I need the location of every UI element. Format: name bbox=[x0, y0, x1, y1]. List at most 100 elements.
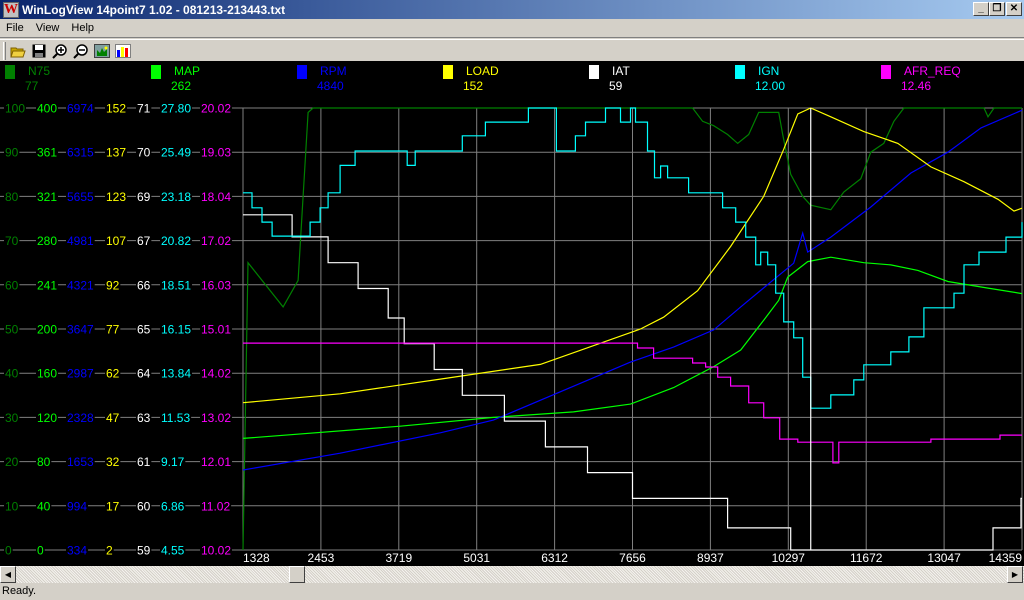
y-tick-label-map: 321 bbox=[37, 190, 57, 204]
axis-label-bg bbox=[160, 366, 193, 381]
menu-view[interactable]: View bbox=[35, 22, 60, 34]
axis-label-bg bbox=[200, 277, 233, 292]
restore-button[interactable]: ❐ bbox=[989, 2, 1005, 16]
open-button[interactable] bbox=[8, 42, 27, 60]
scroll-right-button[interactable]: ▶ bbox=[1007, 566, 1023, 583]
y-tick-label-map: 361 bbox=[37, 146, 57, 160]
legend-label: MAP bbox=[174, 64, 201, 78]
save-button[interactable] bbox=[29, 42, 48, 60]
scroll-left-button[interactable]: ◀ bbox=[0, 566, 16, 583]
y-tick-label-rpm: 4321 bbox=[67, 278, 94, 292]
close-button[interactable]: ✕ bbox=[1006, 2, 1022, 16]
x-tick-label: 3719 bbox=[385, 551, 412, 565]
axis-label-bg bbox=[66, 498, 89, 513]
axis-label-bg bbox=[36, 498, 52, 513]
y-tick-label-load: 32 bbox=[106, 455, 120, 469]
legend-item-iat[interactable]: IAT 59 bbox=[589, 63, 735, 97]
y-tick-label-iat: 61 bbox=[137, 455, 151, 469]
axis-label-bg bbox=[160, 189, 193, 204]
menu-help[interactable]: Help bbox=[71, 22, 95, 34]
menu-bar: File View Help bbox=[0, 19, 1024, 38]
y-tick-label-afr_req: 19.03 bbox=[201, 146, 231, 160]
axis-label-bg bbox=[200, 366, 233, 381]
legend-item-map[interactable]: MAP 262 bbox=[151, 63, 297, 97]
y-tick-label-afr_req: 10.02 bbox=[201, 544, 231, 558]
axis-label-bg bbox=[160, 498, 186, 513]
y-tick-label-iat: 70 bbox=[137, 146, 151, 160]
axis-label-bg bbox=[66, 145, 95, 160]
y-tick-label-iat: 64 bbox=[137, 367, 151, 381]
y-tick-label-ign: 13.84 bbox=[161, 367, 191, 381]
legend-item-rpm[interactable]: RPM 4840 bbox=[297, 63, 443, 97]
y-tick-label-rpm: 4981 bbox=[67, 234, 94, 248]
axis-label-bg bbox=[105, 277, 121, 292]
legend-label: LOAD bbox=[466, 64, 499, 78]
menu-file[interactable]: File bbox=[6, 22, 24, 34]
axis-label-bg bbox=[36, 189, 59, 204]
x-tick-label: 5031 bbox=[463, 551, 490, 565]
legend-item-n75[interactable]: N75 77 bbox=[5, 63, 151, 97]
axis-label-bg bbox=[136, 454, 152, 469]
y-tick-label-n75: 40 bbox=[5, 367, 19, 381]
axis-label-bg bbox=[136, 322, 152, 336]
axis-label-bg bbox=[160, 233, 193, 248]
series-line-n75 bbox=[242, 107, 1022, 551]
y-tick-label-iat: 63 bbox=[137, 411, 151, 425]
legend-item-ign[interactable]: IGN 12.00 bbox=[735, 63, 881, 97]
zoom-in-button[interactable] bbox=[50, 42, 69, 60]
legend-item-afr_req[interactable]: AFR_REQ 12.46 bbox=[881, 63, 1024, 97]
series-line-afr_req bbox=[243, 342, 1022, 464]
toolbar-grip[interactable] bbox=[3, 42, 6, 60]
y-tick-label-iat: 66 bbox=[137, 278, 151, 292]
axis-label-bg bbox=[200, 322, 233, 336]
log-chart[interactable]: 0 10 20 30 40 50 60 70 80 90 100 0 40 80 120 160 200 241 2… bbox=[0, 61, 1024, 566]
y-tick-label-n75: 20 bbox=[5, 455, 19, 469]
series-line-map bbox=[242, 256, 1023, 439]
legend-value: 262 bbox=[171, 79, 192, 93]
axis-label-bg bbox=[160, 277, 193, 292]
axis-label-bg bbox=[66, 277, 95, 292]
zoom-out-button[interactable] bbox=[71, 42, 90, 60]
legend-label: IAT bbox=[612, 64, 630, 78]
axis-label-bg bbox=[4, 101, 27, 115]
y-tick-label-afr_req: 13.02 bbox=[201, 411, 231, 425]
y-tick-label-ign: 9.17 bbox=[161, 455, 185, 469]
y-tick-label-ign: 16.15 bbox=[161, 323, 191, 337]
y-tick-label-n75: 90 bbox=[5, 146, 19, 160]
y-tick-label-rpm: 6315 bbox=[67, 146, 94, 160]
axis-label-bg bbox=[66, 543, 89, 557]
horizontal-scrollbar[interactable]: ◀ ▶ bbox=[0, 566, 1024, 583]
legend-item-load[interactable]: LOAD 152 bbox=[443, 63, 589, 97]
axis-label-bg bbox=[105, 454, 121, 469]
x-tick-label: 8937 bbox=[697, 551, 724, 565]
y-tick-label-load: 47 bbox=[106, 411, 120, 425]
axis-label-bg bbox=[105, 410, 121, 425]
axis-label-bg bbox=[200, 543, 233, 557]
chart-area[interactable]: N75 77 MAP 262 RPM 4840 LOAD 152 IAT 59 IGN 12.00 AF… bbox=[0, 61, 1024, 566]
y-tick-label-ign: 23.18 bbox=[161, 190, 191, 204]
axis-label-bg bbox=[136, 277, 152, 292]
chart-button[interactable] bbox=[113, 42, 132, 60]
legend-swatch bbox=[881, 65, 891, 79]
axis-label-bg bbox=[105, 233, 128, 248]
axis-label-bg bbox=[36, 101, 59, 115]
open-folder-icon bbox=[9, 47, 26, 57]
y-tick-label-load: 152 bbox=[106, 102, 126, 116]
legend-swatch bbox=[735, 65, 745, 79]
axis-label-bg bbox=[4, 366, 20, 381]
x-tick-label: 14359 bbox=[989, 551, 1023, 565]
axis-label-bg bbox=[200, 189, 233, 204]
y-tick-label-afr_req: 14.02 bbox=[201, 367, 231, 381]
x-tick-label: 2453 bbox=[308, 551, 335, 565]
y-tick-label-map: 0 bbox=[37, 544, 44, 558]
axis-label-bg bbox=[200, 233, 233, 248]
scroll-thumb[interactable] bbox=[289, 566, 305, 583]
y-tick-label-n75: 10 bbox=[5, 499, 19, 513]
minimize-button[interactable]: _ bbox=[973, 2, 989, 16]
picture-button[interactable] bbox=[92, 42, 111, 60]
series-line-load bbox=[242, 107, 1023, 404]
axis-label-bg bbox=[4, 498, 20, 513]
legend-swatch bbox=[589, 65, 599, 79]
y-tick-label-ign: 4.55 bbox=[161, 544, 185, 558]
y-tick-label-rpm: 994 bbox=[67, 499, 87, 513]
